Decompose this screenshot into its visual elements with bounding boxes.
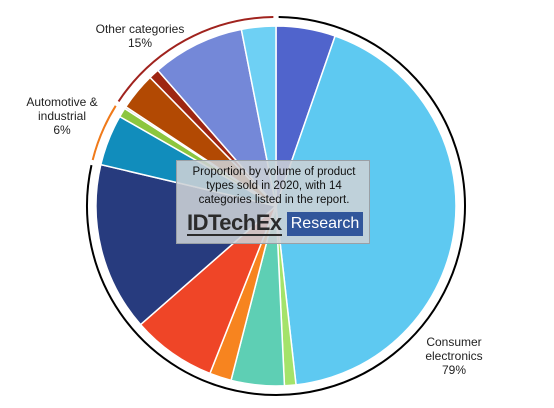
group-label-percent: 15% <box>127 36 153 50</box>
group-bracket-1 <box>86 16 466 396</box>
group-label-line2: electronics <box>425 349 483 363</box>
group-label-consumer-electronics: Consumer electronics 79% <box>408 335 500 377</box>
group-label-other-categories: Other categories 15% <box>82 22 198 50</box>
group-bracket-3 <box>117 16 274 102</box>
group-label-line2: industrial <box>37 109 87 123</box>
group-label-line1: Automotive & <box>26 95 98 109</box>
brand-logo-name: IDTechEx <box>187 210 282 236</box>
description-line: categories listed in the report. <box>198 194 350 206</box>
report-info-box: Proportion by volume of product types so… <box>176 160 370 244</box>
description-line: Proportion by volume of product <box>192 166 356 178</box>
group-label-automotive-industrial: Automotive & industrial 6% <box>14 95 110 137</box>
group-label-percent: 6% <box>53 123 71 137</box>
brand-logo-tag: Research <box>287 212 363 236</box>
group-bracket-2 <box>91 105 117 161</box>
description-line: types sold in 2020, with 14 <box>206 180 342 192</box>
group-label-line1: Other categories <box>95 22 185 36</box>
report-description: Proportion by volume of product types so… <box>177 165 371 207</box>
group-label-percent: 79% <box>441 363 467 377</box>
group-label-line1: Consumer <box>426 335 482 349</box>
